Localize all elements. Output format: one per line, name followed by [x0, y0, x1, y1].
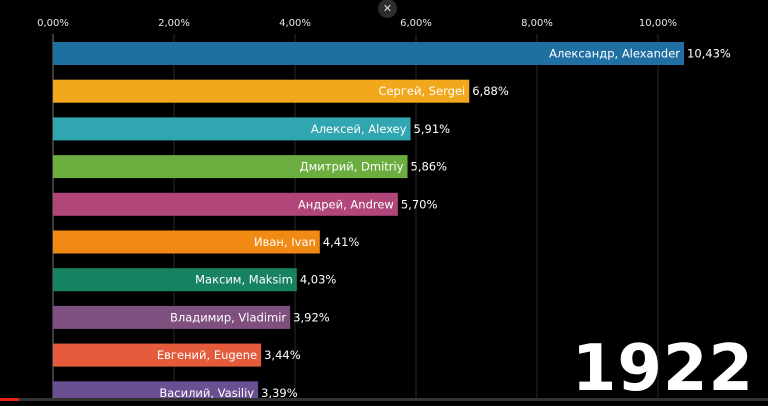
bar-category-label: Сергей, Sergei	[378, 84, 465, 98]
bar	[53, 268, 297, 292]
bar-category-label: Василий, Vasiliy	[159, 386, 254, 400]
bar-value-label: 3,39%	[261, 386, 298, 400]
x-tick-label: 6,00%	[400, 18, 432, 29]
x-tick-label: 0,00%	[37, 18, 69, 29]
bar-category-label: Андрей, Andrew	[298, 197, 394, 211]
close-icon[interactable]: ✕	[378, 0, 397, 18]
bar-value-label: 3,92%	[293, 310, 330, 324]
bar-category-label: Александр, Alexander	[549, 47, 680, 61]
video-progress-bar[interactable]	[0, 398, 768, 401]
x-tick-label: 2,00%	[158, 18, 190, 29]
bar	[53, 343, 262, 367]
bar-category-label: Максим, Maksim	[195, 273, 293, 287]
bar	[53, 230, 320, 254]
bar-value-label: 4,03%	[300, 273, 337, 287]
bar-value-label: 4,41%	[323, 235, 360, 249]
bar-value-label: 10,43%	[687, 47, 731, 61]
bar-category-label: Дмитрий, Dmitriy	[300, 160, 404, 174]
bar	[53, 42, 685, 65]
bar-value-label: 6,88%	[472, 84, 509, 98]
year-label: 1922	[571, 332, 754, 406]
bar-value-label: 3,44%	[264, 348, 301, 362]
bar	[53, 79, 470, 103]
bar	[53, 155, 408, 179]
bar	[53, 305, 291, 329]
bar-value-label: 5,86%	[411, 160, 448, 174]
video-progress-fill	[0, 398, 20, 401]
bar	[53, 117, 411, 141]
bar-category-label: Евгений, Eugene	[157, 348, 257, 362]
x-tick-label: 10,00%	[639, 18, 677, 29]
bar	[53, 192, 398, 216]
bar-category-label: Владимир, Vladimir	[170, 310, 286, 324]
bar-value-label: 5,70%	[401, 197, 438, 211]
bar-category-label: Иван, Ivan	[254, 235, 316, 249]
bar-value-label: 5,91%	[414, 122, 451, 136]
x-tick-label: 8,00%	[521, 18, 553, 29]
bar-category-label: Алексей, Alexey	[311, 122, 407, 136]
bar	[53, 381, 259, 401]
x-tick-label: 4,00%	[279, 18, 311, 29]
